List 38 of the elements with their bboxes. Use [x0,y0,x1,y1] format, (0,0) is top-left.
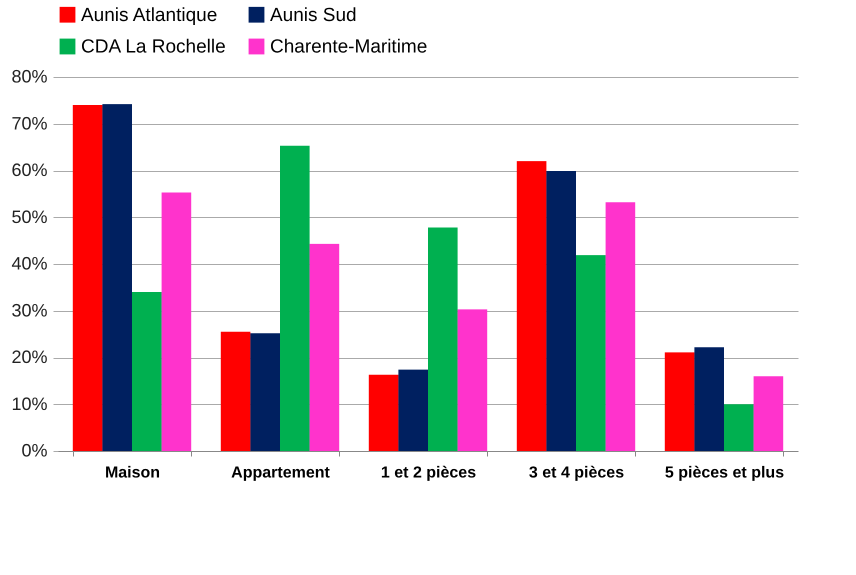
x-tick-label: Appartement [231,464,331,482]
legend-label: Aunis Atlantique [81,4,218,26]
bar [72,105,102,451]
legend-label: Aunis Sud [270,4,357,26]
bar [310,244,340,451]
x-tick-label: 1 et 2 pièces [380,464,476,482]
x-tick-label: 3 et 4 pièces [528,464,624,482]
bar [576,255,606,451]
y-tick-label: 60% [11,160,48,180]
x-tick-label: 5 pièces et plus [664,464,784,482]
bar [132,292,162,451]
bar [368,374,398,451]
x-tick-label: Maison [104,464,160,482]
y-tick-label: 20% [11,347,48,367]
bar [664,352,694,451]
bar [280,146,310,451]
bar [102,104,132,451]
bar [220,332,250,451]
y-tick-label: 30% [11,300,48,320]
bar [724,404,754,451]
y-tick-label: 0% [21,440,48,460]
bar [546,170,576,451]
bar [516,161,546,451]
legend-label: Charente-Maritime [270,36,428,58]
y-tick-label: 70% [11,113,48,134]
bar [606,202,636,451]
y-tick-label: 10% [11,394,48,414]
legend-label: CDA La Rochelle [81,36,226,58]
bar [250,333,280,451]
bar [428,228,458,451]
y-tick-label: 80% [11,66,48,86]
bar [694,347,724,451]
bar [398,370,428,451]
bar [162,192,192,451]
y-tick-label: 40% [11,254,48,274]
bar [754,376,784,451]
y-tick-label: 50% [11,206,48,227]
bar [458,309,488,451]
